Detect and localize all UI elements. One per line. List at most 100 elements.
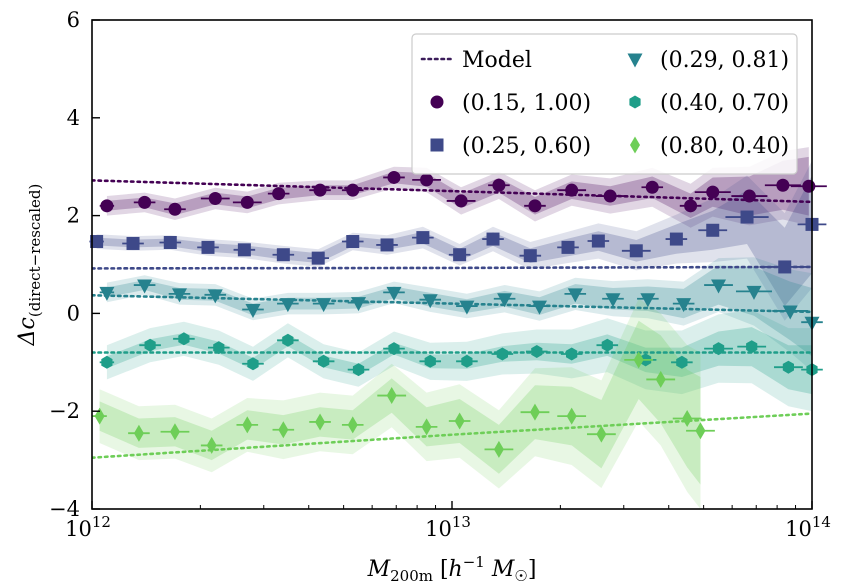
point-series-4-3	[206, 436, 217, 454]
point-series-0-15	[645, 180, 659, 194]
band-outer-series-2	[106, 257, 812, 372]
point-series-2-16	[676, 298, 692, 313]
ticks: 1012 1013 1014 −4 −2 0 2 4 6	[49, 8, 831, 541]
x-axis-label: M200m [h−1 M☉]	[367, 553, 537, 585]
point-series-4-18	[695, 422, 706, 440]
point-series-3-2	[178, 332, 190, 346]
point-series-2-5	[280, 298, 296, 313]
point-series-2-6	[316, 298, 332, 313]
point-series-2-3	[207, 289, 223, 304]
point-series-0-5	[272, 187, 286, 201]
point-series-0-11	[492, 178, 506, 192]
point-series-3-12	[531, 345, 543, 358]
point-series-0-18	[742, 189, 756, 203]
point-series-0-10	[454, 194, 468, 208]
point-series-3-8	[388, 342, 400, 356]
point-series-2-10	[459, 300, 475, 315]
band-inner-series-4	[99, 320, 701, 485]
point-series-2-18	[746, 285, 762, 300]
point-series-4-8	[386, 387, 397, 405]
model-line-series-0	[92, 179, 812, 204]
point-series-1-17	[706, 223, 720, 237]
point-series-3-7	[352, 363, 365, 377]
point-series-2-4	[245, 303, 261, 318]
band-inner-series-2	[106, 265, 812, 357]
point-series-0-19	[776, 178, 790, 192]
data-points	[89, 170, 827, 458]
point-series-4-12	[529, 403, 540, 421]
point-series-1-2	[163, 235, 177, 249]
point-series-0-4	[240, 195, 254, 209]
point-series-2-2	[171, 288, 187, 303]
point-series-2-13	[567, 288, 583, 303]
point-series-4-10	[454, 412, 465, 430]
point-series-0-16	[684, 199, 698, 213]
point-series-1-15	[629, 244, 643, 258]
band-outer-series-0	[106, 147, 809, 228]
point-series-1-6	[311, 251, 325, 265]
legend-marker-3	[627, 53, 643, 68]
point-series-3-11	[496, 347, 508, 361]
point-series-2-17	[711, 279, 727, 294]
x-tick-label-0: 1012	[65, 513, 111, 541]
legend-marker-4	[629, 95, 641, 109]
point-series-0-6	[313, 183, 327, 197]
point-series-2-7	[351, 297, 367, 312]
point-series-4-4	[242, 416, 253, 434]
point-series-3-9	[424, 354, 436, 368]
point-series-3-19	[782, 360, 794, 374]
point-series-0-12	[528, 199, 542, 213]
point-series-3-6	[318, 354, 330, 368]
point-series-3-5	[282, 333, 294, 347]
point-series-1-14	[591, 234, 605, 248]
band-outer-series-1	[96, 160, 812, 321]
point-series-2-1	[137, 279, 153, 294]
point-series-2-14	[605, 293, 621, 308]
point-series-0-0	[100, 199, 114, 213]
point-series-0-9	[420, 173, 434, 187]
legend-label-0: Model	[462, 48, 532, 73]
legend-label-4: (0.40, 0.70)	[660, 91, 789, 116]
point-series-4-11	[493, 440, 504, 458]
x-tick-label-2: 1014	[785, 513, 831, 541]
point-series-1-7	[346, 235, 360, 249]
point-series-2-9	[422, 294, 438, 309]
point-series-0-1	[138, 195, 152, 209]
point-series-4-17	[682, 410, 693, 428]
point-series-3-13	[566, 347, 578, 361]
point-series-2-8	[386, 286, 402, 301]
band-inner-series-1	[96, 175, 812, 307]
legend-label-3: (0.29, 0.81)	[660, 48, 789, 73]
point-series-0-13	[565, 183, 579, 197]
legend-marker-2	[430, 138, 444, 152]
point-series-1-4	[237, 243, 251, 257]
point-series-3-10	[461, 354, 473, 368]
legend: Model (0.15, 1.00) (0.25, 0.60) (0.29, 0.81…	[411, 33, 798, 175]
x-tick-label-1: 1013	[425, 513, 471, 541]
y-axis-label: Δc(direct−rescaled)	[15, 184, 44, 347]
point-series-3-4	[247, 357, 259, 371]
band-outer-series-4	[99, 298, 701, 509]
point-series-1-10	[453, 248, 467, 262]
legend-entries: Model (0.15, 1.00) (0.25, 0.60) (0.29, 0.81…	[420, 48, 789, 159]
point-series-4-2	[169, 423, 180, 441]
point-series-4-1	[133, 424, 144, 442]
point-series-2-0	[99, 286, 115, 301]
point-series-0-2	[168, 202, 182, 216]
point-series-3-1	[144, 338, 156, 352]
point-series-2-11	[497, 293, 513, 308]
point-series-3-17	[712, 342, 725, 356]
point-series-1-8	[380, 238, 394, 252]
point-series-3-16	[676, 355, 688, 369]
y-tick-label-5: 6	[67, 8, 80, 32]
point-series-1-18	[740, 210, 754, 224]
point-series-1-11	[486, 232, 500, 246]
y-tick-label-3: 2	[67, 204, 80, 228]
point-series-2-15	[640, 293, 656, 308]
legend-marker-5	[630, 136, 640, 154]
point-series-4-6	[315, 413, 326, 431]
model-line-series-2	[92, 293, 812, 314]
legend-marker-1	[430, 95, 444, 109]
